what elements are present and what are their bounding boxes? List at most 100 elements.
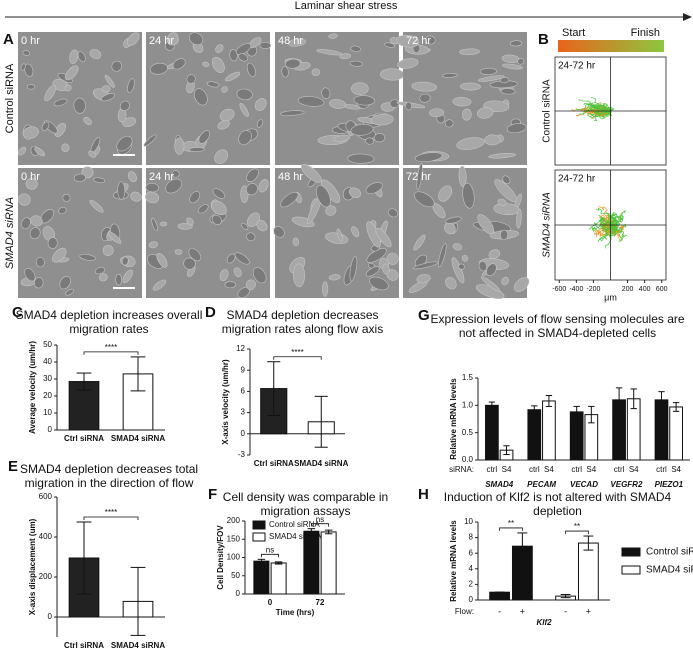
cell [93, 177, 106, 183]
cell [224, 281, 237, 289]
cell [151, 218, 158, 232]
flow-label: - [564, 606, 567, 616]
y-tick-label: 3 [241, 408, 246, 417]
cell [18, 193, 31, 206]
cell [322, 281, 329, 297]
cell [369, 276, 389, 291]
cell [122, 269, 134, 284]
cell [236, 88, 253, 101]
cell [219, 108, 235, 122]
cell [273, 226, 285, 238]
cell [460, 82, 481, 91]
chart-title: Cell density was comparable in migration… [222, 490, 389, 518]
significance-label: ** [574, 522, 580, 531]
cell [506, 123, 527, 134]
time-gradient [558, 40, 664, 52]
cell-track [597, 218, 618, 243]
x-tick-label: Ctrl siRNA [64, 641, 104, 650]
panel-label: C [12, 304, 23, 321]
cell [321, 87, 331, 99]
y-axis-label: Relative mRNA levels [449, 378, 458, 460]
cell [370, 113, 394, 126]
cell [509, 40, 523, 47]
bar [253, 560, 270, 595]
x-tick-label: 72 [316, 598, 325, 607]
y-axis-label: Relative mRNA levels [449, 520, 458, 602]
cell [127, 171, 137, 183]
cell [148, 241, 159, 249]
y-tick-label: 1.5 [462, 373, 474, 382]
cell [25, 177, 38, 190]
cell [52, 247, 67, 263]
panel-label: D [205, 304, 216, 321]
cell [461, 108, 472, 121]
cell-track [595, 224, 611, 238]
cell [349, 60, 363, 67]
bar [542, 400, 556, 461]
cell [54, 123, 66, 138]
cell [478, 260, 488, 272]
cell [229, 49, 238, 62]
y-tick-label: 100 [227, 553, 241, 562]
cell [484, 134, 501, 146]
bar [669, 406, 683, 461]
cell [316, 49, 343, 56]
x-tick-label: SMAD4 siRNA [294, 459, 348, 468]
bar-sublabel: S4 [671, 465, 681, 474]
bar [527, 409, 542, 461]
cell [22, 126, 39, 139]
cell [441, 73, 458, 78]
cell [117, 181, 126, 200]
cell [476, 107, 494, 119]
x-tick-label: SMAD4 siRNA [111, 434, 165, 443]
x-tick-label: -400 [569, 286, 583, 293]
cell [65, 288, 74, 296]
cell [165, 178, 182, 194]
cell [152, 279, 167, 291]
cell [497, 198, 507, 206]
cell [350, 123, 374, 136]
cell-track [596, 207, 617, 226]
bar [489, 591, 511, 601]
time-window: 24-72 hr [558, 61, 596, 72]
row-label: Control siRNA [542, 79, 553, 143]
panel-label: G [418, 307, 430, 324]
y-tick-label: 50 [43, 340, 52, 349]
cell [405, 101, 413, 111]
y-tick-label: 200 [227, 516, 241, 525]
x-axis-label: Klf2 [536, 618, 552, 627]
x-tick-label: Ctrl siRNA [254, 459, 294, 468]
significance-bracket [83, 516, 139, 520]
gradient-end: Finish [631, 27, 660, 39]
legend-label: Control siRNA [269, 520, 320, 529]
y-tick-label: 2 [469, 580, 474, 589]
cell [461, 254, 469, 262]
x-tick-label: SMAD4 [485, 480, 514, 489]
cell [20, 63, 26, 71]
y-tick-label: 6 [469, 548, 474, 557]
cell [212, 188, 226, 199]
cell [58, 206, 67, 215]
significance-bracket [273, 356, 322, 360]
x-tick-label: 200 [622, 286, 634, 293]
cell [246, 62, 256, 77]
y-tick-label: 12 [236, 344, 245, 353]
cell [501, 276, 509, 286]
time-label: 0 hr [21, 171, 40, 183]
y-tick-label: 50 [231, 571, 240, 580]
cell [517, 58, 525, 65]
cell [414, 191, 435, 208]
cell [444, 119, 454, 128]
cell [488, 152, 516, 159]
y-tick-label: 9 [241, 365, 246, 374]
cell [351, 226, 360, 238]
time-label: 48 hr [278, 35, 303, 47]
row-label: SMAD4 siRNA [4, 197, 16, 269]
flow-arrow-head [683, 13, 692, 21]
cell [130, 191, 142, 202]
cell [292, 237, 299, 247]
y-tick-label: 30 [43, 374, 52, 383]
cell [419, 93, 431, 103]
cell [384, 42, 396, 48]
